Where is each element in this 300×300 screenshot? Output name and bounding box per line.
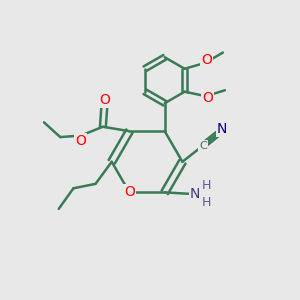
Text: O: O <box>201 53 212 67</box>
Text: O: O <box>99 93 110 107</box>
Text: O: O <box>75 134 86 148</box>
Text: C: C <box>199 141 207 151</box>
Text: H: H <box>201 179 211 192</box>
Text: O: O <box>124 185 135 200</box>
Text: O: O <box>202 91 213 105</box>
Text: N: N <box>190 187 200 201</box>
Text: H: H <box>201 196 211 208</box>
Text: N: N <box>217 122 227 136</box>
